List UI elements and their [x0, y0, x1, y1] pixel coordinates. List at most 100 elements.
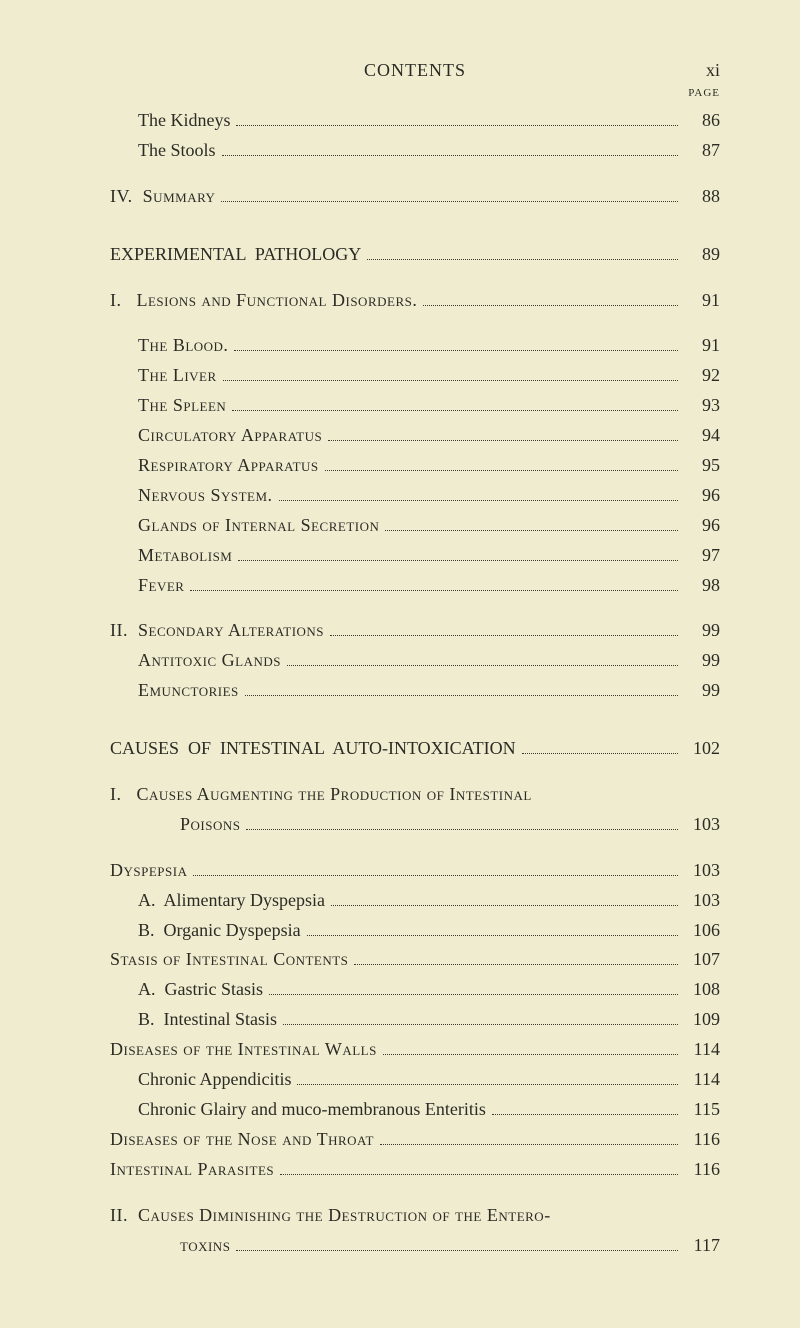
toc-line: Diseases of the Nose and Throat 116: [110, 1126, 720, 1154]
dot-leader: [238, 552, 678, 561]
dot-leader: [279, 492, 678, 501]
dot-leader: [234, 342, 678, 351]
toc-page-number: 108: [684, 976, 720, 1004]
dot-leader: [190, 581, 678, 590]
dot-leader: [236, 1241, 678, 1250]
toc-page-number: 107: [684, 946, 720, 974]
dot-leader: [223, 372, 678, 381]
toc-label: B. Organic Dyspepsia: [138, 917, 301, 945]
toc-page-number: 102: [684, 735, 720, 763]
toc-line: The Spleen93: [110, 392, 720, 420]
toc-line: Chronic Glairy and muco-membranous Enter…: [110, 1096, 720, 1124]
dot-leader: [193, 867, 678, 876]
dot-leader: [522, 745, 678, 754]
toc-line: Respiratory Apparatus95: [110, 452, 720, 480]
toc-page-number: 89: [684, 241, 720, 269]
toc-page-number: 86: [684, 107, 720, 135]
toc-label: I. Lesions and Functional Disorders.: [110, 287, 417, 315]
toc-line: I. Lesions and Functional Disorders. 91: [110, 287, 720, 315]
toc-line: II. Causes Diminishing the Destruction o…: [110, 1202, 720, 1230]
table-of-contents: The Kidneys86The Stools87IV. Summary88EX…: [110, 107, 720, 1259]
toc-line: CAUSES OF INTESTINAL AUTO-INTOXICATION 10…: [110, 735, 720, 763]
toc-page-number: 116: [684, 1156, 720, 1184]
page-number-roman: xi: [670, 60, 720, 81]
dot-leader: [287, 657, 678, 666]
toc-page-number: 96: [684, 482, 720, 510]
toc-line: II. Secondary Alterations 99: [110, 617, 720, 645]
toc-label: Dyspepsia: [110, 857, 187, 885]
toc-label: Nervous System.: [138, 482, 273, 510]
toc-line: Antitoxic Glands99: [110, 647, 720, 675]
toc-page-number: 114: [684, 1066, 720, 1094]
dot-leader: [222, 147, 678, 156]
page-column-label: PAGE: [110, 87, 720, 99]
spacer: [110, 707, 720, 733]
toc-line: B. Organic Dyspepsia106: [110, 917, 720, 945]
toc-line: Stasis of Intestinal Contents107: [110, 946, 720, 974]
toc-label: The Stools: [138, 137, 216, 165]
toc-page-number: 98: [684, 572, 720, 600]
toc-page-number: 93: [684, 392, 720, 420]
toc-line: Poisons 103: [110, 811, 720, 839]
spacer: [110, 841, 720, 855]
dot-leader: [297, 1076, 678, 1085]
dot-leader: [283, 1016, 678, 1025]
toc-line: Dyspepsia 103: [110, 857, 720, 885]
running-title: CONTENTS: [160, 60, 670, 81]
dot-leader: [245, 687, 678, 696]
toc-page-number: 91: [684, 287, 720, 315]
toc-label: toxins: [180, 1232, 230, 1260]
spacer: [110, 601, 720, 615]
toc-page-number: 103: [684, 887, 720, 915]
toc-line: Nervous System. 96: [110, 482, 720, 510]
dot-leader: [221, 193, 678, 202]
toc-line: toxins117: [110, 1232, 720, 1260]
spacer: [110, 1186, 720, 1200]
toc-page-number: 99: [684, 677, 720, 705]
toc-page-number: 116: [684, 1126, 720, 1154]
dot-leader: [492, 1106, 678, 1115]
toc-label: CAUSES OF INTESTINAL AUTO-INTOXICATION: [110, 735, 516, 763]
toc-label: Chronic Glairy and muco-membranous Enter…: [138, 1096, 486, 1124]
toc-line: B. Intestinal Stasis 109: [110, 1006, 720, 1034]
toc-label: B. Intestinal Stasis: [138, 1006, 277, 1034]
toc-label: I. Causes Augmenting the Production of I…: [110, 781, 532, 809]
toc-line: Fever 98: [110, 572, 720, 600]
toc-line: EXPERIMENTAL PATHOLOGY89: [110, 241, 720, 269]
toc-label: The Blood.: [138, 332, 228, 360]
toc-page-number: 99: [684, 617, 720, 645]
toc-page-number: 91: [684, 332, 720, 360]
toc-page-number: 115: [684, 1096, 720, 1124]
dot-leader: [423, 296, 678, 305]
toc-line: Diseases of the Intestinal Walls 114: [110, 1036, 720, 1064]
toc-label: Chronic Appendicitis: [138, 1066, 291, 1094]
toc-line: A. Alimentary Dyspepsia103: [110, 887, 720, 915]
toc-label: Diseases of the Nose and Throat: [110, 1126, 374, 1154]
toc-label: The Kidneys: [138, 107, 230, 135]
toc-label: Circulatory Apparatus: [138, 422, 322, 450]
toc-label: Poisons: [180, 811, 240, 839]
toc-line: The Liver 92: [110, 362, 720, 390]
toc-page-number: 103: [684, 857, 720, 885]
toc-label: Metabolism: [138, 542, 232, 570]
toc-label: II. Secondary Alterations: [110, 617, 324, 645]
toc-page-number: 114: [684, 1036, 720, 1064]
dot-leader: [331, 897, 678, 906]
toc-page-number: 109: [684, 1006, 720, 1034]
toc-page-number: 96: [684, 512, 720, 540]
dot-leader: [328, 432, 678, 441]
toc-page-number: 103: [684, 811, 720, 839]
toc-label: Intestinal Parasites: [110, 1156, 274, 1184]
toc-line: Chronic Appendicitis 114: [110, 1066, 720, 1094]
toc-line: I. Causes Augmenting the Production of I…: [110, 781, 720, 809]
toc-label: II. Causes Diminishing the Destruction o…: [110, 1202, 551, 1230]
dot-leader: [269, 986, 678, 995]
dot-leader: [232, 402, 678, 411]
toc-label: The Liver: [138, 362, 217, 390]
toc-label: Diseases of the Intestinal Walls: [110, 1036, 377, 1064]
toc-page-number: 92: [684, 362, 720, 390]
spacer: [110, 213, 720, 239]
toc-label: Fever: [138, 572, 184, 600]
spacer: [110, 765, 720, 779]
toc-line: Glands of Internal Secretion96: [110, 512, 720, 540]
